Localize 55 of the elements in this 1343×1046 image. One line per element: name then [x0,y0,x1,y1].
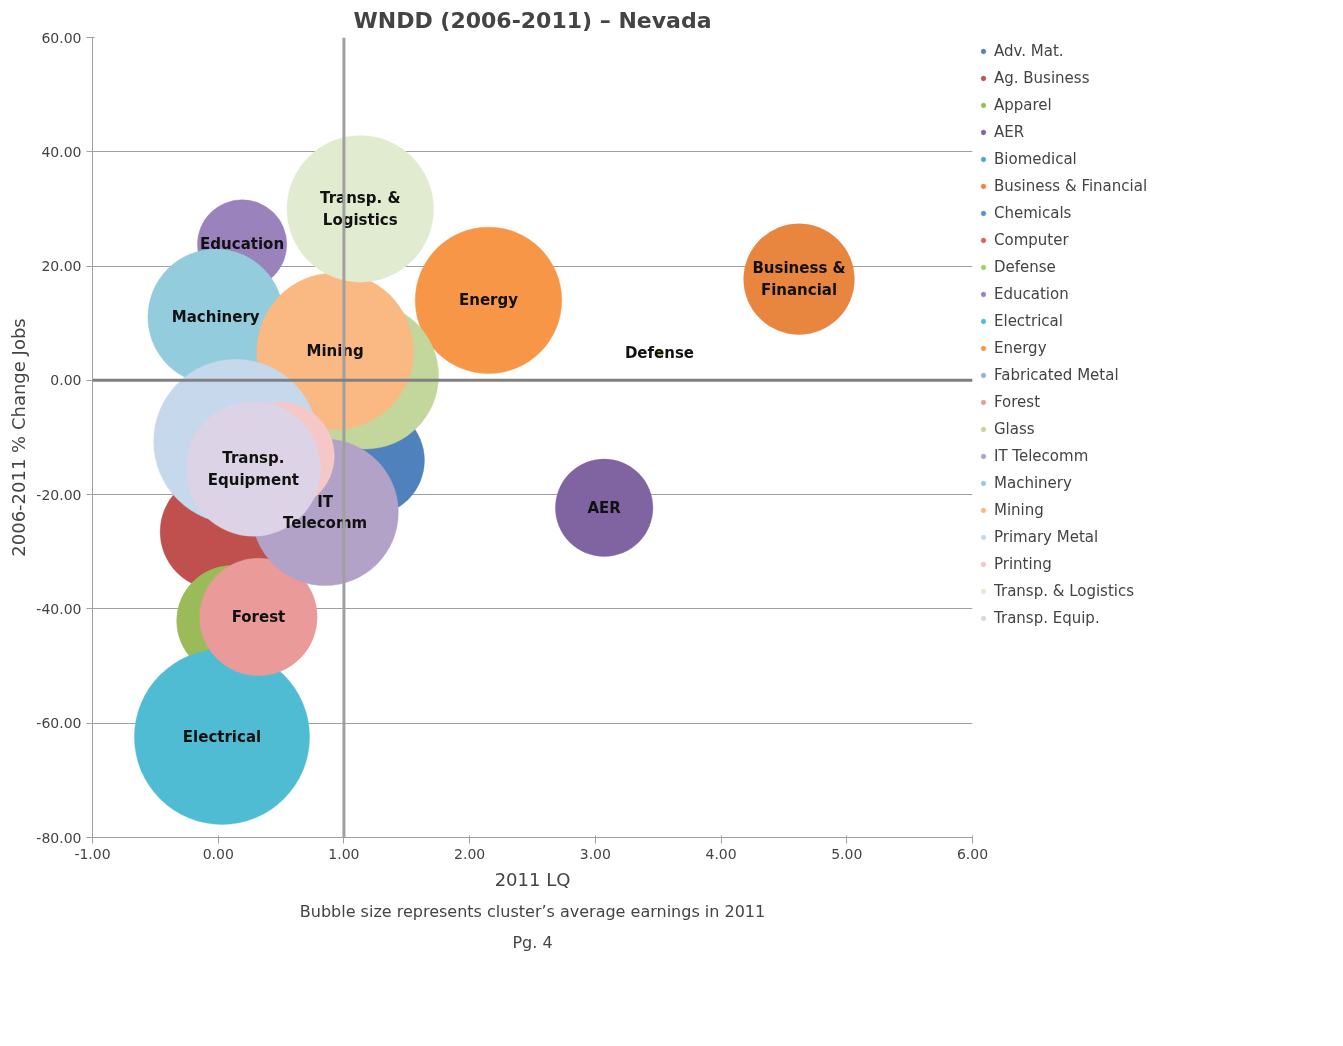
chart-title: WNDD (2006-2011) – Nevada [353,7,712,33]
legend-label: Primary Metal [994,528,1099,546]
y-tick-label: -80.00 [36,829,82,846]
annotation: Energy [458,291,519,310]
x-tick-label: 1.00 [328,845,360,862]
y-tick-label: -20.00 [36,486,82,503]
y-tick-label: 20.00 [41,258,82,275]
legend-label: Biomedical [994,150,1077,168]
legend-label: Energy [994,339,1047,357]
annotation: IT Telecomm [282,492,368,533]
legend-label: Adv. Mat. [994,42,1064,60]
annotation: Transp. & Logistics [320,189,401,229]
y-tick-label: 40.00 [41,143,82,160]
y-tick-label: 0.00 [50,372,82,389]
legend-label: Glass [994,420,1035,438]
legend-label: Machinery [994,474,1072,492]
legend-label: Education [994,285,1069,303]
y-tick-label: -40.00 [36,600,82,617]
legend-label: Ag. Business [994,69,1090,87]
annotation: Defense [624,343,695,362]
annotation: Electrical [182,727,262,746]
x-tick-label: 2.00 [454,845,486,862]
annotation: AER [587,498,622,517]
x-tick-label: 3.00 [579,845,611,862]
legend-label: Forest [994,393,1041,411]
legend-label: Transp. & Logistics [994,582,1135,600]
annotation: Education [200,235,285,254]
x-tick-label: 6.00 [956,845,989,862]
legend-label: Electrical [994,312,1063,330]
legend-label: Business & Financial [994,177,1148,195]
legend-label: Fabricated Metal [994,366,1119,384]
y-tick-label: -60.00 [36,715,82,732]
x-axis-title: 2011 LQ [494,868,571,890]
legend-label: AER [994,123,1025,141]
x-tick-label: 4.00 [705,845,737,862]
annotation: Transp. Equipment [207,449,300,489]
y-axis-title: 2006-2011 % Change Jobs [7,318,29,557]
legend-label: Transp. Equip. [994,609,1100,627]
annotation: Mining [306,342,364,361]
legend-label: Printing [994,555,1052,573]
annotation: Business & Financial [752,259,846,300]
text: Pg. 4 [512,932,553,952]
x-tick-label: 0.00 [202,845,234,862]
legend-label: Computer [994,231,1069,249]
legend-label: Apparel [994,96,1052,114]
annotation: Forest [231,607,286,626]
legend-label: Mining [994,501,1044,519]
text: Bubble size represents cluster’s average earnings in 2011 [299,901,766,921]
x-tick-label: 5.00 [831,845,863,862]
legend-label: IT Telecomm [994,447,1089,465]
legend-label: Defense [994,258,1056,276]
y-tick-label: 60.00 [41,29,82,46]
x-tick-label: -1.00 [74,845,111,862]
legend-label: Chemicals [994,204,1072,222]
annotation: Machinery [171,307,260,326]
